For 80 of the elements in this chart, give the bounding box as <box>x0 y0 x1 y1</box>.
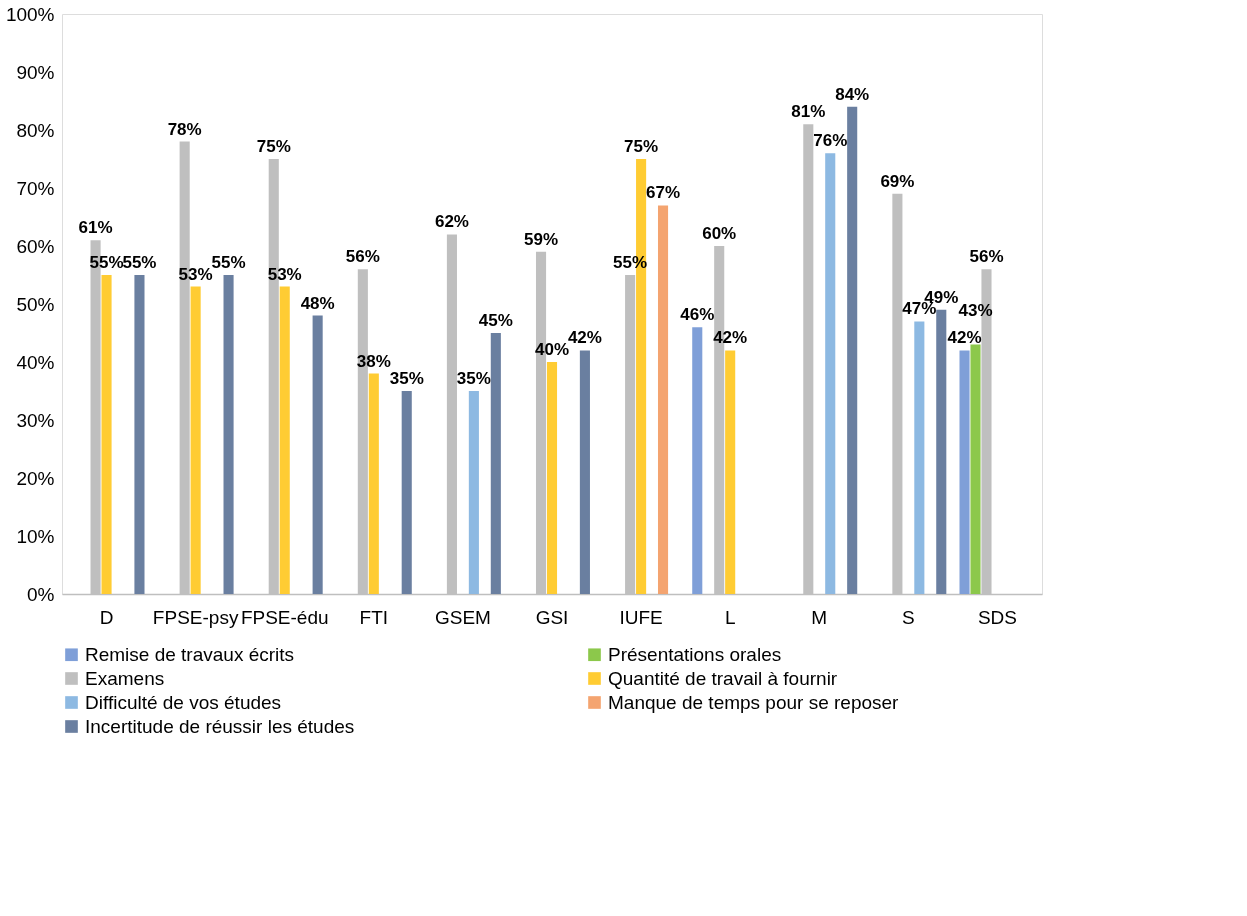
bar <box>134 275 145 594</box>
data-label: 69% <box>880 171 915 191</box>
y-tick-label: 90% <box>16 61 55 83</box>
data-label: 76% <box>813 131 848 151</box>
bar <box>936 309 947 594</box>
x-tick-label: L <box>724 606 736 628</box>
data-label: 56% <box>969 247 1004 267</box>
data-label: 60% <box>702 224 737 243</box>
x-tick-label: IUFE <box>619 606 663 628</box>
x-tick-label: GSI <box>535 606 569 628</box>
x-tick-label: D <box>99 606 114 628</box>
bar <box>692 327 703 594</box>
x-tick-label: S <box>902 606 915 628</box>
data-label: 61% <box>78 218 113 238</box>
data-label: 40% <box>534 340 570 359</box>
bar <box>101 275 112 594</box>
data-label: 42% <box>567 328 602 348</box>
bar <box>468 391 479 594</box>
data-label: 84% <box>835 84 870 104</box>
bar <box>279 286 290 594</box>
bar <box>368 373 379 594</box>
data-label: 53% <box>178 264 213 284</box>
data-label: 55% <box>211 253 246 272</box>
x-tick-label: FTI <box>359 606 389 628</box>
legend-label: Présentations orales <box>608 643 782 665</box>
x-tick-label: FPSE-psy <box>152 606 239 628</box>
y-tick-label: 40% <box>16 351 55 373</box>
data-label: 43% <box>958 300 993 320</box>
bar <box>825 153 836 594</box>
x-tick-label: M <box>811 606 828 628</box>
bar <box>914 321 925 594</box>
data-label: 48% <box>300 293 335 313</box>
x-tick-label: SDS <box>977 606 1017 628</box>
data-label: 56% <box>345 247 380 267</box>
data-label: 67% <box>646 183 681 203</box>
bar <box>190 286 201 594</box>
x-tick-label: GSEM <box>434 606 491 628</box>
y-tick-label: 100% <box>5 3 55 25</box>
data-label: 42% <box>947 328 982 348</box>
bar <box>847 106 858 594</box>
bar <box>546 362 558 594</box>
legend-label: Remise de travaux écrits <box>85 643 295 665</box>
data-label: 46% <box>680 305 715 325</box>
bar <box>490 333 501 594</box>
y-tick-label: 80% <box>16 119 55 141</box>
data-label: 45% <box>478 311 513 330</box>
y-tick-label: 20% <box>16 467 55 489</box>
x-tick-label: FPSE-édu <box>240 606 329 628</box>
bar <box>312 315 323 594</box>
y-tick-label: 0% <box>27 583 55 605</box>
legend-label: Difficulté de vos études <box>85 691 282 713</box>
legend-label: Quantité de travail à fournir <box>608 667 838 689</box>
bar <box>579 350 590 594</box>
data-label: 38% <box>356 351 391 371</box>
bar <box>223 275 234 594</box>
legend-label: Manque de temps pour se reposer <box>608 691 900 713</box>
bar <box>725 350 736 594</box>
data-label: 75% <box>256 137 291 156</box>
bar <box>959 350 970 594</box>
y-tick-label: 60% <box>16 235 55 257</box>
bar <box>401 391 412 594</box>
legend-label: Incertitude de réussir les études <box>85 715 355 737</box>
data-label: 78% <box>167 119 202 139</box>
y-tick-label: 50% <box>16 293 55 315</box>
bar <box>970 344 981 594</box>
y-tick-label: 10% <box>16 525 55 547</box>
data-label: 42% <box>713 328 748 348</box>
data-label: 62% <box>434 212 469 232</box>
data-label: 55% <box>122 253 157 272</box>
bar <box>657 205 669 594</box>
data-label: 75% <box>624 137 659 156</box>
y-tick-label: 70% <box>16 177 55 199</box>
legend-label: Examens <box>85 667 165 689</box>
data-label: 59% <box>524 229 559 249</box>
data-label: 53% <box>267 264 302 284</box>
data-label: 81% <box>791 102 826 122</box>
data-label: 35% <box>389 369 424 388</box>
data-label: 55% <box>89 253 124 272</box>
data-label: 35% <box>456 369 491 388</box>
y-tick-label: 30% <box>16 409 55 431</box>
